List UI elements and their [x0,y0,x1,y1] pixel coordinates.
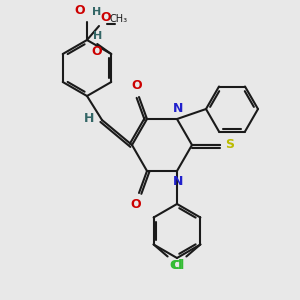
Text: H: H [92,7,101,17]
Text: Cl: Cl [169,260,183,272]
Text: O: O [132,79,142,92]
Text: S: S [225,139,234,152]
Text: O: O [131,198,141,211]
Text: H: H [93,31,102,41]
Text: O: O [100,11,111,24]
Text: CH₃: CH₃ [109,14,127,24]
Text: O: O [91,45,102,58]
Text: N: N [173,175,183,188]
Text: N: N [173,102,183,115]
Text: Cl: Cl [171,260,184,272]
Text: H: H [84,112,94,124]
Text: O: O [74,4,85,17]
